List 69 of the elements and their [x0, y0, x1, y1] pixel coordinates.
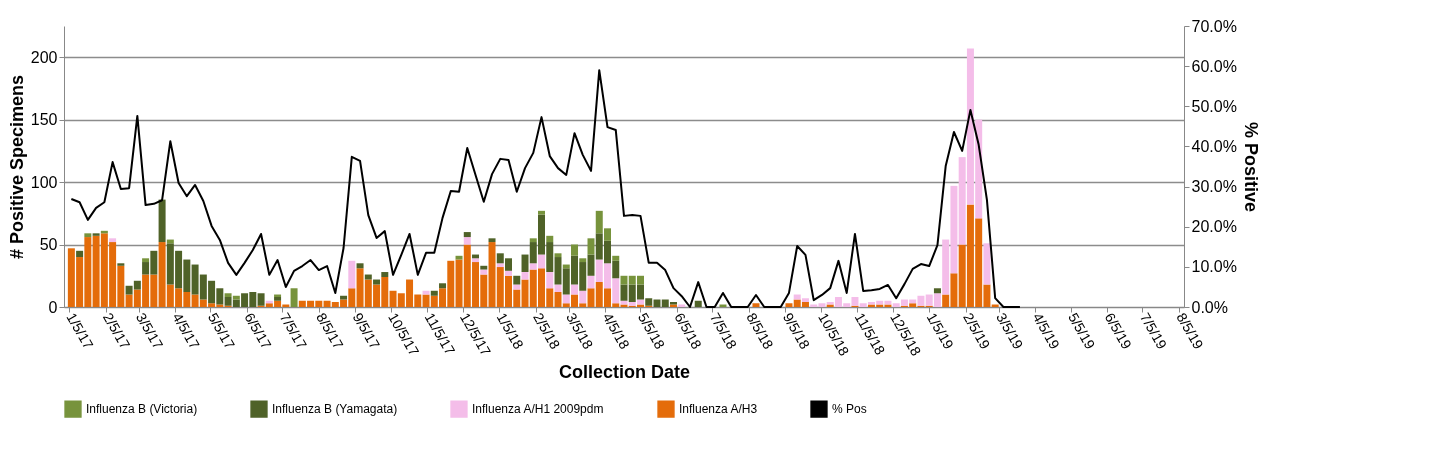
bar	[546, 272, 554, 289]
bar	[356, 263, 364, 269]
y-tick-label: 150	[30, 111, 58, 129]
bar	[84, 233, 92, 238]
y2-axis-title: % Positive	[1240, 121, 1261, 213]
bar	[92, 233, 100, 236]
bar	[983, 243, 991, 285]
bar	[109, 238, 117, 243]
bar	[290, 288, 298, 307]
bar	[348, 260, 356, 289]
bar	[529, 238, 537, 243]
y2-tick-label: 20.0%	[1191, 218, 1237, 236]
bar	[455, 255, 463, 260]
bar	[422, 290, 430, 295]
y2-tick-label: 50.0%	[1191, 97, 1237, 115]
bar	[554, 253, 562, 258]
y2-tick-label: 40.0%	[1191, 137, 1237, 155]
bar	[785, 303, 793, 307]
y2-tick-label: 0.0%	[1191, 298, 1228, 316]
bar	[488, 238, 496, 243]
line-series	[70, 69, 1021, 308]
bar	[463, 237, 471, 245]
y-axis-title: # Positive Specimens	[6, 74, 27, 260]
bar	[933, 288, 941, 294]
bar	[587, 238, 595, 255]
y-tick-label: 50	[39, 236, 58, 254]
bar	[496, 263, 504, 268]
y-tick-label: 0	[48, 298, 58, 316]
bar	[480, 265, 488, 270]
bar	[340, 295, 348, 300]
y2-tick-label: 60.0%	[1191, 57, 1237, 75]
bar	[364, 274, 372, 280]
bar	[612, 255, 620, 261]
y-tick-label: 200	[30, 48, 58, 66]
bar	[538, 210, 546, 215]
bar	[381, 272, 389, 278]
legend-label: % Pos	[832, 402, 867, 417]
bar	[579, 258, 587, 263]
bar	[513, 275, 521, 285]
y2-tick-label: 30.0%	[1191, 178, 1237, 196]
bar	[480, 269, 488, 275]
bar	[752, 303, 760, 307]
bar	[513, 284, 521, 290]
legend-label: Influenza B (Victoria)	[86, 402, 198, 417]
bar	[142, 258, 150, 263]
bar	[117, 263, 125, 266]
bar	[562, 294, 570, 304]
bar	[554, 284, 562, 293]
legend-label: Influenza A/H1 2009pdm	[472, 402, 604, 417]
bar	[274, 297, 282, 301]
bar	[505, 270, 513, 276]
bar	[463, 232, 471, 238]
bar	[158, 199, 166, 243]
legend-label: Influenza B (Yamagata)	[272, 402, 398, 417]
bar	[472, 258, 480, 263]
x-axis-title: Collection Date	[558, 362, 691, 383]
y-tick-label: 100	[30, 173, 58, 191]
bar	[571, 244, 579, 256]
bar	[439, 283, 447, 289]
y2-tick-label: 10.0%	[1191, 258, 1237, 276]
bar	[373, 279, 381, 285]
bar	[521, 272, 529, 280]
bar	[546, 235, 554, 243]
bar	[76, 250, 84, 258]
bar	[430, 290, 438, 296]
bar	[694, 300, 702, 307]
bar	[257, 293, 265, 306]
y2-tick-label: 70.0%	[1191, 17, 1237, 35]
legend-label: Influenza A/H3	[679, 402, 758, 417]
